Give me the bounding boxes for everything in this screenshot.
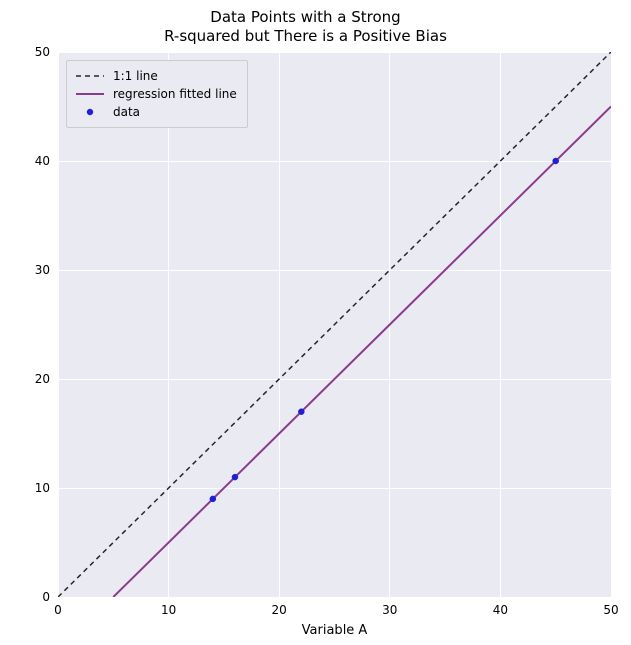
x-tick-label: 30: [382, 603, 397, 617]
legend-swatch: [75, 69, 105, 83]
legend-swatch-icon: [75, 87, 105, 101]
x-tick-label: 40: [493, 603, 508, 617]
legend-swatch-icon: [75, 69, 105, 83]
data-point: [210, 496, 216, 502]
legend-label: 1:1 line: [113, 69, 158, 83]
y-tick-label: 0: [42, 590, 50, 604]
chart-title: Data Points with a Strong R-squared but …: [0, 8, 611, 46]
legend-label: regression fitted line: [113, 87, 237, 101]
data-point: [232, 474, 238, 480]
y-tick-label: 30: [35, 263, 50, 277]
legend-swatch: [75, 87, 105, 101]
chart-svg: [58, 52, 611, 597]
legend-item: data: [75, 103, 237, 121]
y-tick-label: 50: [35, 45, 50, 59]
y-tick-label: 40: [35, 154, 50, 168]
data-point: [298, 409, 304, 415]
x-tick-label: 10: [161, 603, 176, 617]
y-axis-label: Variable B: [0, 292, 1, 358]
y-tick-label: 10: [35, 481, 50, 495]
legend-item: regression fitted line: [75, 85, 237, 103]
x-tick-label: 20: [272, 603, 287, 617]
data-point: [553, 158, 559, 164]
x-tick-label: 0: [54, 603, 62, 617]
chart-container: Data Points with a Strong R-squared but …: [0, 0, 631, 645]
x-axis-label: Variable A: [302, 623, 368, 638]
plot-area: Variable A Variable B 1:1 lineregression…: [58, 52, 611, 597]
regression-line: [113, 107, 611, 598]
legend: 1:1 line regression fitted line data: [66, 60, 248, 128]
legend-label: data: [113, 105, 140, 119]
legend-swatch: [75, 105, 105, 119]
x-tick-label: 50: [603, 603, 618, 617]
legend-swatch-icon: [75, 105, 105, 119]
legend-item: 1:1 line: [75, 67, 237, 85]
y-tick-label: 20: [35, 372, 50, 386]
identity-line: [58, 52, 611, 597]
